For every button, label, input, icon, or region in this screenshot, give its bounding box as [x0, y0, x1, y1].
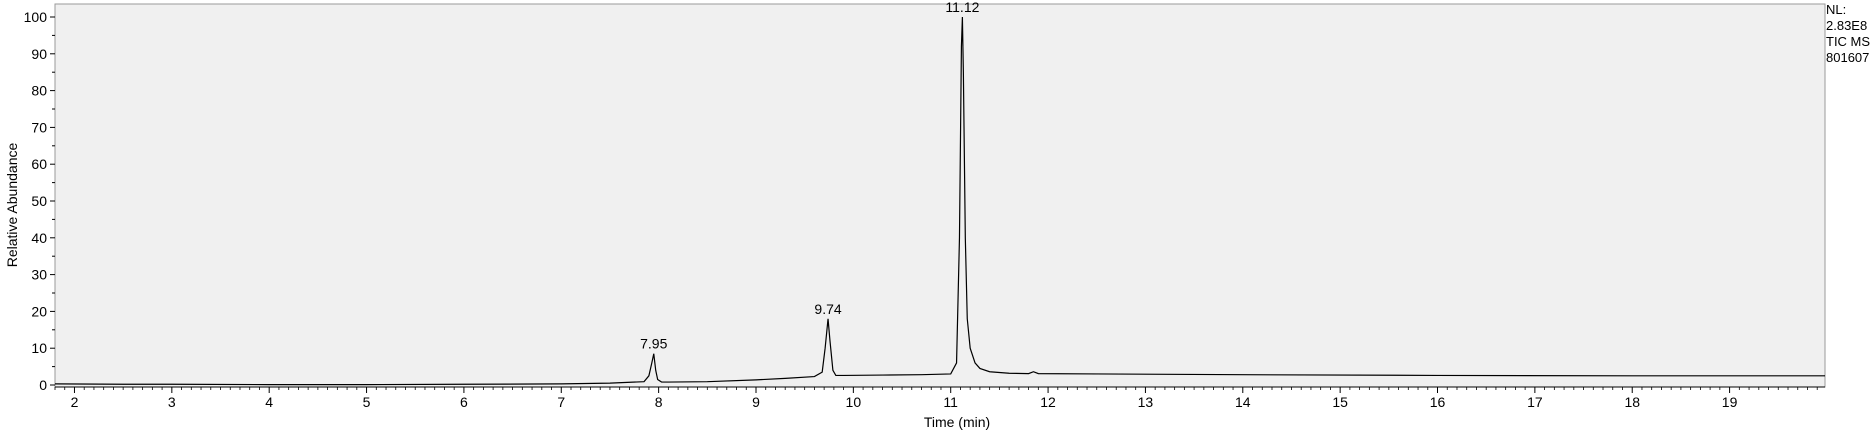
- x-tick-label: 9: [752, 394, 760, 410]
- y-tick-label: 30: [31, 267, 47, 283]
- x-tick-label: 15: [1332, 394, 1348, 410]
- y-axis-title: Relative Abundance: [4, 143, 20, 268]
- peak-label: 9.74: [814, 301, 841, 317]
- x-tick-label: 17: [1527, 394, 1543, 410]
- x-tick-label: 3: [168, 394, 176, 410]
- x-tick-label: 19: [1722, 394, 1738, 410]
- y-tick-label: 90: [31, 46, 47, 62]
- y-tick-label: 100: [24, 9, 48, 25]
- y-tick-label: 70: [31, 119, 47, 135]
- trace-info: NL: 2.83E8 TIC MS 801607: [1826, 2, 1870, 66]
- y-tick-label: 0: [39, 377, 47, 393]
- x-tick-label: 5: [363, 394, 371, 410]
- x-tick-label: 8: [655, 394, 663, 410]
- x-axis: 2 3 4 5 6 7 8 9 10 11 12 13 14 15 16 17 18 19: [54, 386, 1825, 410]
- trace-type: TIC MS: [1826, 34, 1871, 49]
- nl-label: NL:: [1826, 2, 1847, 17]
- peak-label: 11.12: [945, 0, 979, 15]
- plot-area: [54, 3, 1826, 388]
- x-tick-label: 16: [1430, 394, 1446, 410]
- y-axis: 0 10 20 30 40 50 60 70 80 90 100: [24, 9, 55, 393]
- y-tick-label: 40: [31, 230, 47, 246]
- y-tick-label: 50: [31, 193, 47, 209]
- x-tick-label: 6: [460, 394, 468, 410]
- tic-trace-line: [54, 16, 1825, 386]
- x-tick-label: 14: [1235, 394, 1251, 410]
- x-tick-label: 11: [943, 394, 958, 410]
- file-name: 801607: [1826, 50, 1870, 65]
- x-tick-label: 12: [1040, 394, 1056, 410]
- x-axis-title: Time (min): [924, 414, 990, 430]
- x-tick-label: 4: [265, 394, 273, 410]
- x-tick-label: 10: [846, 394, 862, 410]
- x-tick-label: 18: [1624, 394, 1640, 410]
- y-tick-label: 80: [31, 83, 47, 99]
- y-tick-label: 10: [31, 340, 47, 356]
- x-tick-label: 7: [557, 394, 565, 410]
- peak-label: 7.95: [640, 336, 667, 352]
- y-tick-label: 20: [31, 303, 47, 319]
- x-tick-label: 2: [71, 394, 79, 410]
- y-tick-label: 60: [31, 156, 47, 172]
- x-tick-label: 13: [1138, 394, 1154, 410]
- peak-annotations: 7.95 9.74 11.12: [640, 0, 979, 352]
- nl-value: 2.83E8: [1826, 18, 1868, 33]
